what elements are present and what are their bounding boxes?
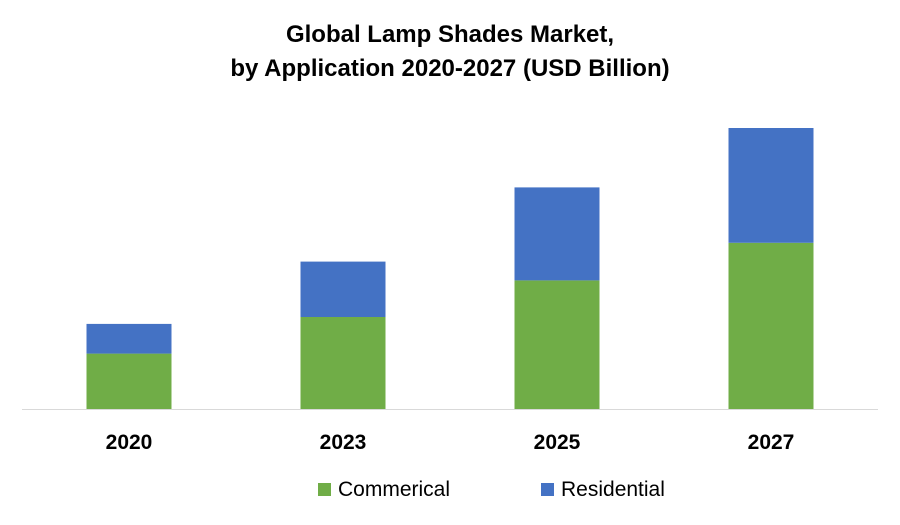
- bar-commerical-2027: [728, 242, 814, 409]
- bar-residential-2020: [86, 323, 172, 354]
- legend: Commerical Residential: [318, 478, 665, 501]
- bar-residential-2023: [300, 261, 386, 317]
- bar-commerical-2025: [514, 280, 600, 409]
- bar-commerical-2020: [86, 353, 172, 409]
- legend-swatch-commerical: [318, 483, 331, 496]
- bar-residential-2027: [728, 128, 814, 243]
- x-tick-label-2027: 2027: [748, 431, 795, 454]
- x-tick-label-2023: 2023: [320, 431, 367, 454]
- x-ticks-group: 2020 2023 2025 2027: [106, 431, 795, 454]
- x-tick-label-2025: 2025: [534, 431, 581, 454]
- chart-title: Global Lamp Shades Market,: [285, 21, 615, 48]
- x-tick-label-2020: 2020: [106, 431, 153, 454]
- legend-label-commerical: Commerical: [338, 478, 450, 501]
- chart-subtitle: by Application 2020-2027 (USD Billion): [230, 55, 670, 82]
- bar-commerical-2023: [300, 317, 386, 409]
- chart-title-block: Global Lamp Shades Market, by Applicatio…: [0, 18, 900, 86]
- legend-swatch-residential: [541, 483, 554, 496]
- bar-residential-2025: [514, 187, 600, 281]
- bars-group: [86, 128, 814, 409]
- legend-label-residential: Residential: [561, 478, 665, 501]
